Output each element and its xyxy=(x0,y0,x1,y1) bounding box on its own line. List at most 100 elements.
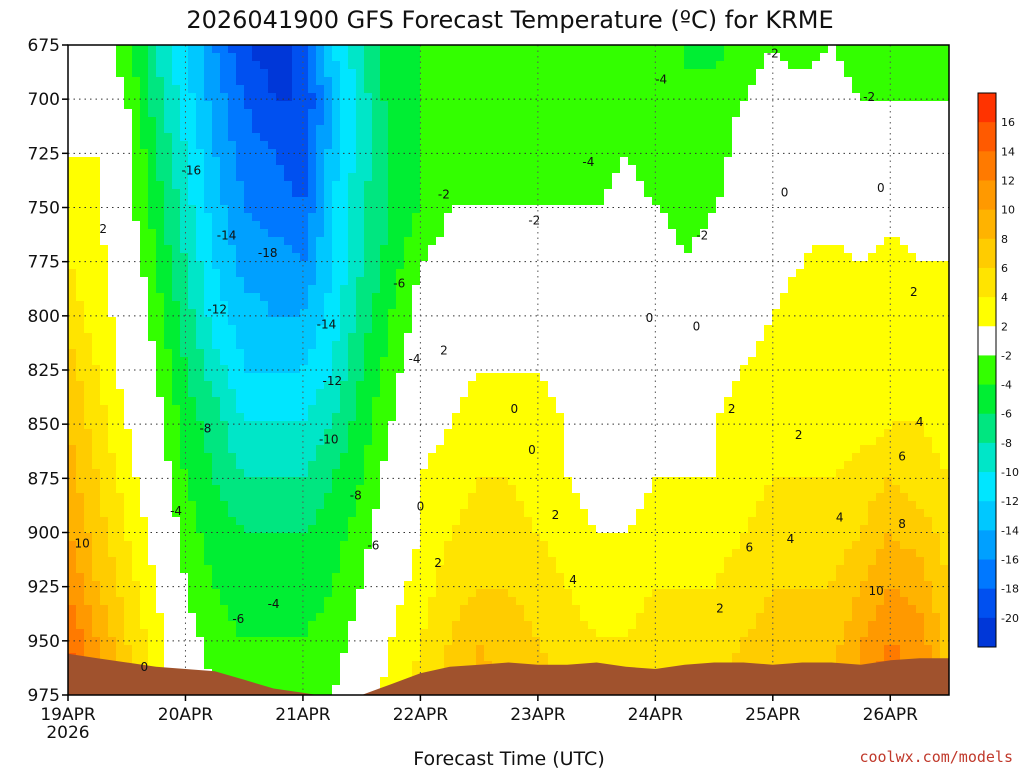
temperature-cell xyxy=(132,285,141,294)
temperature-cell xyxy=(252,453,261,462)
temperature-cell xyxy=(76,269,85,278)
temperature-cell xyxy=(364,349,373,358)
temperature-cell xyxy=(404,101,413,110)
temperature-cell xyxy=(180,453,189,462)
temperature-cell xyxy=(196,237,205,246)
temperature-cell xyxy=(188,317,197,326)
temperature-cell xyxy=(444,205,453,214)
temperature-cell xyxy=(420,421,429,430)
temperature-cell xyxy=(172,589,181,598)
temperature-cell xyxy=(204,429,213,438)
temperature-cell xyxy=(84,181,93,190)
temperature-cell xyxy=(292,629,301,638)
temperature-cell xyxy=(324,445,333,454)
temperature-cell xyxy=(500,317,509,326)
temperature-cell xyxy=(316,109,325,118)
temperature-cell xyxy=(372,621,381,630)
temperature-cell xyxy=(236,53,245,62)
temperature-cell xyxy=(364,133,373,142)
temperature-cell xyxy=(244,661,253,670)
temperature-cell xyxy=(348,333,357,342)
temperature-cell xyxy=(172,45,181,54)
temperature-cell xyxy=(532,357,541,366)
temperature-cell xyxy=(196,69,205,78)
temperature-cell xyxy=(236,341,245,350)
temperature-cell xyxy=(228,629,237,638)
temperature-cell xyxy=(68,613,77,622)
temperature-cell xyxy=(348,189,357,198)
temperature-cell xyxy=(260,509,269,518)
temperature-cell xyxy=(212,501,221,510)
temperature-cell xyxy=(228,517,237,526)
temperature-cell xyxy=(92,437,101,446)
temperature-cell xyxy=(236,189,245,198)
temperature-cell xyxy=(388,565,397,574)
temperature-cell xyxy=(204,253,213,262)
temperature-cell xyxy=(356,93,365,102)
temperature-cell xyxy=(84,485,93,494)
temperature-cell xyxy=(156,485,165,494)
temperature-cell xyxy=(172,517,181,526)
temperature-cell xyxy=(172,213,181,222)
temperature-cell xyxy=(180,285,189,294)
temperature-cell xyxy=(324,573,333,582)
temperature-cell xyxy=(124,349,133,358)
temperature-cell xyxy=(228,421,237,430)
temperature-cell xyxy=(388,197,397,206)
temperature-cell xyxy=(84,501,93,510)
temperature-cell xyxy=(412,133,421,142)
temperature-cell xyxy=(356,205,365,214)
temperature-cell xyxy=(324,117,333,126)
temperature-cell xyxy=(204,309,213,318)
temperature-cell xyxy=(204,469,213,478)
temperature-cell xyxy=(84,85,93,94)
temperature-cell xyxy=(220,461,229,470)
temperature-cell xyxy=(228,621,237,630)
temperature-cell xyxy=(364,669,373,678)
temperature-cell xyxy=(484,405,493,414)
temperature-cell xyxy=(308,629,317,638)
temperature-cell xyxy=(316,573,325,582)
temperature-cell xyxy=(252,269,261,278)
temperature-cell xyxy=(260,141,269,150)
temperature-cell xyxy=(156,525,165,534)
temperature-cell xyxy=(220,173,229,182)
temperature-cell xyxy=(316,477,325,486)
temperature-cell xyxy=(516,445,525,454)
temperature-cell xyxy=(204,221,213,230)
temperature-cell xyxy=(164,485,173,494)
temperature-cell xyxy=(172,661,181,670)
temperature-cell xyxy=(300,653,309,662)
temperature-cell xyxy=(260,309,269,318)
temperature-cell xyxy=(292,237,301,246)
temperature-cell xyxy=(300,85,309,94)
temperature-cell xyxy=(84,637,93,646)
temperature-cell xyxy=(436,589,445,598)
temperature-cell xyxy=(292,549,301,558)
temperature-cell xyxy=(532,173,541,182)
temperature-cell xyxy=(516,349,525,358)
temperature-cell xyxy=(252,277,261,286)
temperature-cell xyxy=(476,93,485,102)
temperature-cell xyxy=(356,165,365,174)
temperature-cell xyxy=(492,581,501,590)
temperature-cell xyxy=(196,621,205,630)
temperature-cell xyxy=(76,173,85,182)
temperature-cell xyxy=(92,461,101,470)
temperature-cell xyxy=(284,237,293,246)
temperature-cell xyxy=(396,357,405,366)
temperature-cell xyxy=(300,685,309,694)
temperature-cell xyxy=(300,69,309,78)
temperature-cell xyxy=(332,485,341,494)
temperature-cell xyxy=(260,637,269,646)
temperature-cell xyxy=(324,581,333,590)
temperature-cell xyxy=(124,69,133,78)
temperature-cell xyxy=(548,333,557,342)
temperature-cell xyxy=(404,413,413,422)
temperature-cell xyxy=(68,109,77,118)
temperature-cell xyxy=(180,85,189,94)
temperature-cell xyxy=(252,565,261,574)
temperature-cell xyxy=(132,429,141,438)
temperature-cell xyxy=(108,205,117,214)
temperature-cell xyxy=(100,509,109,518)
